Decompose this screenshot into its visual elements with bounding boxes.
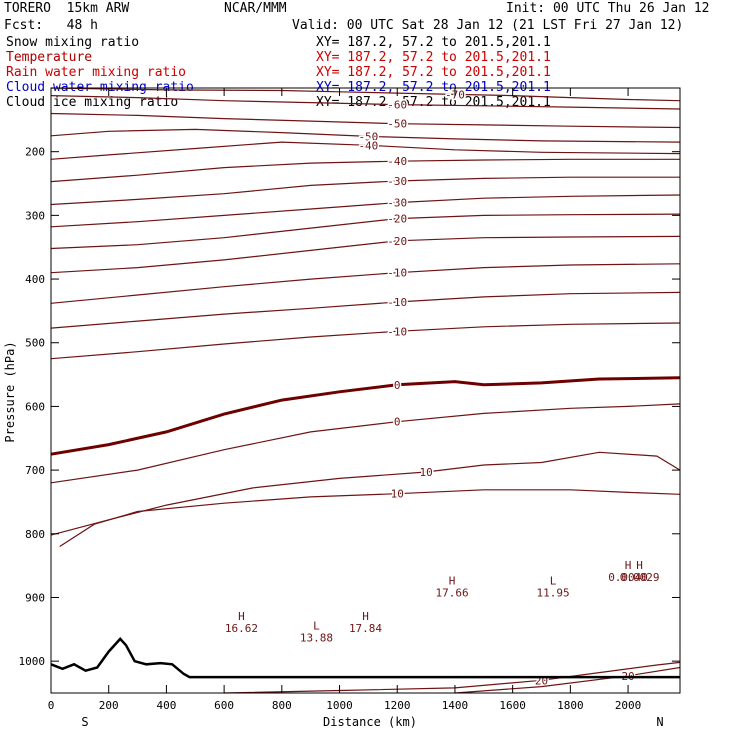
isotherm-label-13: 0 bbox=[394, 379, 401, 392]
extremum-type-4: L bbox=[550, 575, 557, 588]
isotherm-label-7: -30 bbox=[387, 197, 407, 210]
isotherm-label-16: 10 bbox=[391, 488, 404, 501]
terrain-path bbox=[50, 637, 680, 679]
isotherm-label-12: -10 bbox=[387, 325, 407, 338]
isotherm-line-3 bbox=[50, 128, 681, 143]
isotherm-label-10: -10 bbox=[387, 267, 407, 280]
model-title: TORERO 15km ARW bbox=[4, 1, 130, 16]
x-tick-label-2: 400 bbox=[156, 699, 176, 712]
south-end-label: S bbox=[81, 715, 88, 729]
field-name-snow: Snow mixing ratio bbox=[6, 35, 140, 50]
isotherm-line-0 bbox=[50, 87, 681, 102]
isotherm-line-11 bbox=[50, 291, 681, 329]
isotherm-line-14 bbox=[50, 403, 681, 484]
isotherm-label-14: 0 bbox=[394, 416, 401, 429]
isotherm-line-10 bbox=[50, 263, 681, 304]
isotherm-line-5 bbox=[50, 158, 680, 183]
extremum-value-0: 16.62 bbox=[225, 622, 258, 635]
isotherm-line-13 bbox=[50, 376, 681, 456]
field-xy-snow: XY= 187.2, 57.2 to 201.5,201.1 bbox=[316, 35, 551, 50]
extremum-type-2: H bbox=[362, 610, 369, 623]
x-tick-label-3: 600 bbox=[214, 699, 234, 712]
isotherm-label-8: -20 bbox=[387, 213, 407, 226]
y-tick-label-6: 800 bbox=[25, 528, 45, 541]
forecast-hour: Fcst: 48 h bbox=[4, 18, 98, 33]
field-name-rain: Rain water mixing ratio bbox=[6, 65, 187, 80]
y-tick-label-2: 400 bbox=[25, 273, 45, 286]
center-title: NCAR/MMM bbox=[224, 1, 287, 16]
x-tick-label-5: 1000 bbox=[326, 699, 353, 712]
isotherm-label-6: -30 bbox=[387, 175, 407, 188]
x-tick-label-0: 0 bbox=[48, 699, 55, 712]
valid-time: Valid: 00 UTC Sat 28 Jan 12 (21 LST Fri … bbox=[292, 18, 684, 33]
isotherm-line-2 bbox=[50, 112, 681, 129]
extremum-type-6: H bbox=[636, 559, 643, 572]
field-xy-rain: XY= 187.2, 57.2 to 201.5,201.1 bbox=[316, 65, 551, 80]
x-tick-label-6: 1200 bbox=[384, 699, 411, 712]
y-tick-label-7: 900 bbox=[25, 591, 45, 604]
x-tick-label-1: 200 bbox=[99, 699, 119, 712]
extremum-type-5: H bbox=[625, 559, 632, 572]
y-tick-label-5: 700 bbox=[25, 464, 45, 477]
isotherm-label-9: -20 bbox=[387, 235, 407, 248]
isotherm-line-8 bbox=[50, 213, 681, 250]
isotherm-label-3: -50 bbox=[358, 130, 378, 143]
isotherm-lines: -70-60-50-50-40-40-30-30-20-20-10-10-100… bbox=[50, 87, 681, 694]
x-tick-label-9: 1800 bbox=[557, 699, 584, 712]
north-end-label: N bbox=[656, 715, 663, 729]
isotherm-line-15 bbox=[50, 451, 681, 536]
isotherm-line-4 bbox=[50, 141, 681, 160]
y-tick-label-8: 1000 bbox=[19, 655, 46, 668]
extremum-value-3: 17.66 bbox=[435, 587, 468, 600]
axes: 0 200 400 600 800 1000 1200 1400 1600 1800 2000200… bbox=[19, 87, 681, 712]
x-axis-label: Distance (km) bbox=[323, 715, 417, 729]
extremum-type-1: L bbox=[313, 619, 320, 632]
isotherm-line-16 bbox=[59, 489, 681, 548]
isotherm-line-1 bbox=[50, 95, 681, 110]
field-name-temperature: Temperature bbox=[6, 50, 93, 65]
extremum-value-5: 0.0040 bbox=[608, 571, 648, 584]
isotherm-line-18 bbox=[454, 666, 681, 694]
isotherm-label-5: -40 bbox=[387, 155, 407, 168]
x-tick-label-8: 1600 bbox=[499, 699, 526, 712]
isotherm-line-6 bbox=[50, 176, 680, 206]
y-axis-label: Pressure (hPa) bbox=[3, 341, 17, 442]
y-tick-label-0: 200 bbox=[25, 146, 45, 159]
isotherm-line-7 bbox=[50, 194, 681, 228]
extremum-value-4: 11.95 bbox=[536, 587, 569, 600]
field-xy-temperature: XY= 187.2, 57.2 to 201.5,201.1 bbox=[316, 50, 551, 65]
isotherm-line-9 bbox=[50, 235, 681, 274]
extrema-labels: H16.62 L13.88H17.84H17.66L11.95H0.0040H0.… bbox=[225, 559, 660, 645]
y-tick-label-1: 300 bbox=[25, 209, 45, 222]
y-tick-label-3: 500 bbox=[25, 337, 45, 350]
y-tick-label-4: 600 bbox=[25, 400, 45, 413]
extremum-type-0: H bbox=[238, 610, 245, 623]
x-tick-label-7: 1400 bbox=[442, 699, 469, 712]
terrain-line bbox=[50, 637, 680, 679]
x-tick-label-4: 800 bbox=[272, 699, 292, 712]
isotherm-label-2: -50 bbox=[387, 118, 407, 131]
init-time: Init: 00 UTC Thu 26 Jan 12 bbox=[506, 1, 710, 16]
extremum-type-3: H bbox=[449, 575, 456, 588]
isotherm-label-4: -40 bbox=[358, 139, 378, 152]
isotherm-label-15: 10 bbox=[419, 466, 432, 479]
plot-frame bbox=[50, 87, 681, 694]
isotherm-label-1: -60 bbox=[387, 99, 407, 112]
x-tick-label-10: 2000 bbox=[615, 699, 642, 712]
extremum-value-6: 0.0029 bbox=[620, 571, 660, 584]
extremum-value-1: 13.88 bbox=[300, 631, 333, 644]
isotherm-line-12 bbox=[50, 322, 681, 360]
extremum-value-2: 17.84 bbox=[349, 622, 382, 635]
isotherm-label-11: -10 bbox=[387, 296, 407, 309]
